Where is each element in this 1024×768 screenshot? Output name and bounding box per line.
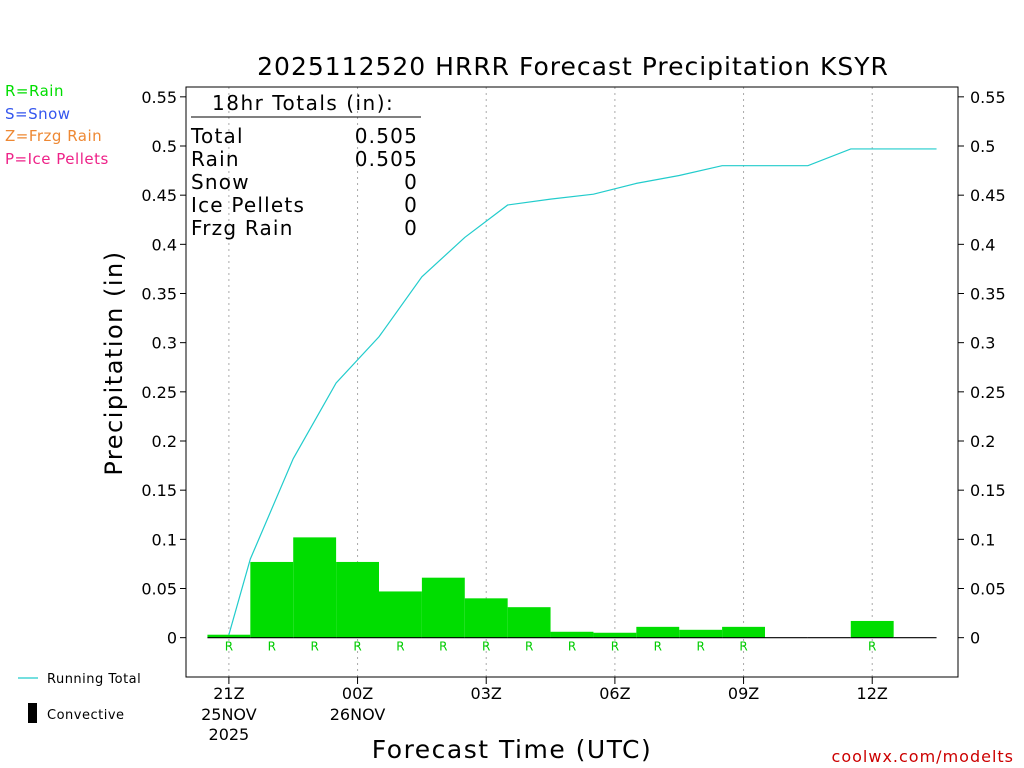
y-tick-label-right: 0 xyxy=(970,629,980,648)
precip-type-label: R xyxy=(353,639,361,653)
y-tick-label: 0.2 xyxy=(152,432,177,451)
precip-type-label: R xyxy=(868,639,876,653)
y-tick-label: 0.5 xyxy=(152,137,177,156)
x-tick-sublabel: 2025 xyxy=(209,725,250,744)
totals-row-label: Frzg Rain xyxy=(191,216,294,240)
totals-row-value: 0 xyxy=(404,193,418,217)
x-tick-label: 21Z xyxy=(213,684,244,703)
plot-frame xyxy=(185,86,959,678)
convective-legend-swatch xyxy=(28,703,37,723)
totals-row-value: 0.505 xyxy=(355,124,418,148)
precip-type-label: R xyxy=(396,639,404,653)
y-tick-label: 0.1 xyxy=(152,530,177,549)
running-total-line xyxy=(228,148,937,635)
x-axis-label: Forecast Time (UTC) xyxy=(372,735,652,764)
legend-snow: S=Snow xyxy=(5,105,71,123)
precip-bar xyxy=(336,561,379,638)
y-tick-label: 0.35 xyxy=(141,285,177,304)
precip-bar xyxy=(850,620,894,638)
y-tick-label: 0.15 xyxy=(141,481,177,500)
totals-row-value: 0 xyxy=(404,170,418,194)
convective-legend-label: Convective xyxy=(47,708,125,723)
precip-type-label: R xyxy=(611,639,619,653)
precip-bar xyxy=(722,626,765,638)
y-tick-label: 0.4 xyxy=(152,235,177,254)
precip-type-label: R xyxy=(739,639,747,653)
y-tick-label-right: 0.2 xyxy=(970,432,995,451)
x-tick-sublabel: 25NOV xyxy=(201,705,257,724)
totals-row-label: Ice Pellets xyxy=(191,193,305,217)
chart-title: 2025112520 HRRR Forecast Precipitation K… xyxy=(257,52,889,81)
x-tick-label: 09Z xyxy=(728,684,759,703)
y-tick-label: 0.55 xyxy=(141,88,177,107)
legend-ice-pellets: P=Ice Pellets xyxy=(5,150,109,168)
y-tick-label-right: 0.35 xyxy=(970,285,1006,304)
precip-type-label: R xyxy=(696,639,704,653)
y-tick-label-right: 0.45 xyxy=(970,186,1006,205)
totals-row-label: Rain xyxy=(191,147,240,171)
axes: 0 00.05 0.050.1 0.10.15 0.150.2 0.20.25 0.250.… xyxy=(141,88,1005,744)
precip-bar xyxy=(636,626,680,638)
gridlines xyxy=(228,87,873,677)
y-tick-label: 0.45 xyxy=(141,186,177,205)
precip-bar xyxy=(464,598,508,638)
y-axis-label: Precipitation (in) xyxy=(100,250,128,475)
y-tick-label-right: 0.1 xyxy=(970,530,995,549)
precip-type-label: R xyxy=(525,639,533,653)
precip-bar xyxy=(293,537,337,638)
y-tick-label-right: 0.15 xyxy=(970,481,1006,500)
x-tick-label: 00Z xyxy=(342,684,373,703)
precip-bar xyxy=(421,577,465,638)
precip-type-label: R xyxy=(439,639,447,653)
y-tick-label-right: 0.25 xyxy=(970,383,1006,402)
y-tick-label-right: 0.5 xyxy=(970,137,995,156)
bar-series xyxy=(207,537,937,639)
precip-bar xyxy=(507,607,551,638)
precip-bar xyxy=(550,631,594,638)
precip-type-label: R xyxy=(268,639,276,653)
precip-type-label: R xyxy=(482,639,490,653)
y-tick-label: 0.05 xyxy=(141,580,177,599)
precip-type-label: R xyxy=(310,639,318,653)
running-total-series xyxy=(228,148,937,635)
totals-row-value: 0.505 xyxy=(355,147,418,171)
y-tick-label-right: 0.3 xyxy=(970,334,995,353)
totals-row-label: Total xyxy=(190,124,244,148)
totals-row-value: 0 xyxy=(404,216,418,240)
x-tick-label: 06Z xyxy=(599,684,630,703)
precip-type-label: R xyxy=(654,639,662,653)
legend-rain: R=Rain xyxy=(5,82,64,100)
precip-bar xyxy=(593,632,637,638)
y-tick-label: 0.3 xyxy=(152,334,177,353)
legend-frzg-rain: Z=Frzg Rain xyxy=(5,127,103,145)
precip-type-label: R xyxy=(568,639,576,653)
totals-box: 18hr Totals (in): Total 0.505 Rain 0.505 Sno… xyxy=(190,91,421,240)
y-tick-label: 0 xyxy=(167,629,177,648)
precip-bar xyxy=(679,629,723,638)
precip-bar xyxy=(379,591,422,638)
x-tick-sublabel: 26NOV xyxy=(330,705,386,724)
x-tick-label: 03Z xyxy=(471,684,502,703)
precip-type-label: R xyxy=(225,639,233,653)
totals-header: 18hr Totals (in): xyxy=(212,91,394,115)
y-tick-label-right: 0.4 xyxy=(970,235,995,254)
y-tick-label-right: 0.55 xyxy=(970,88,1006,107)
precip-bar xyxy=(250,561,294,638)
series-legend: Running Total Convective xyxy=(18,672,141,723)
totals-rows: Total 0.505 Rain 0.505 Snow 0 Ice Pellets 0 Frzg… xyxy=(190,124,418,240)
running-total-legend-label: Running Total xyxy=(47,672,141,687)
precip-bar xyxy=(207,634,251,638)
site-credit: coolwx.com/modelts xyxy=(831,747,1014,766)
y-tick-label: 0.25 xyxy=(141,383,177,402)
y-tick-label-right: 0.05 xyxy=(970,580,1006,599)
totals-row-label: Snow xyxy=(191,170,250,194)
x-tick-label: 12Z xyxy=(857,684,888,703)
